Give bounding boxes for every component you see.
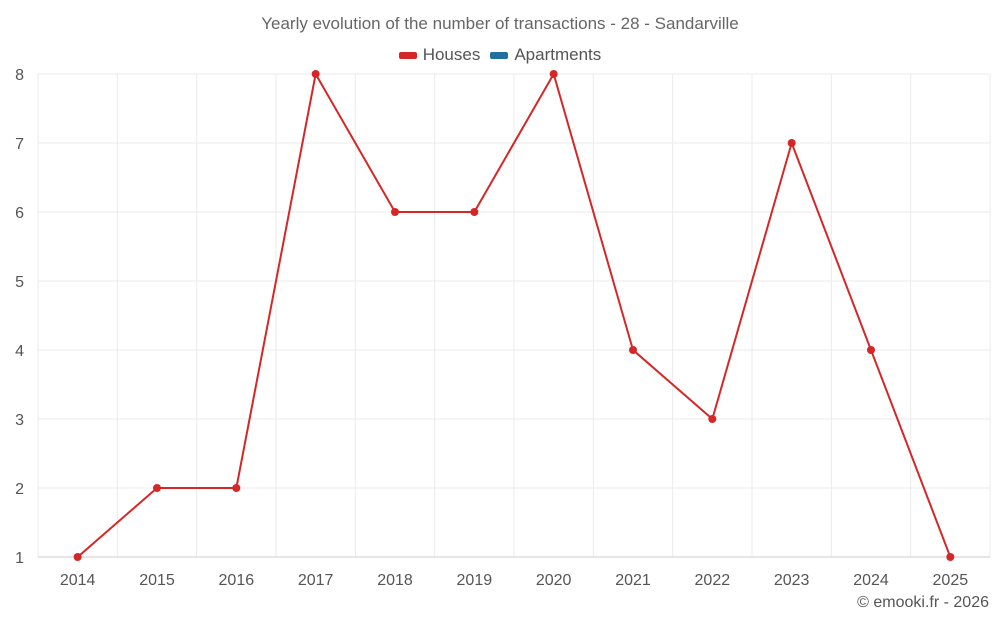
legend-swatch-apartments	[490, 51, 509, 59]
legend: Houses Apartments	[0, 45, 1000, 65]
legend-label-houses: Houses	[422, 45, 481, 64]
series-line-houses	[77, 73, 952, 558]
y-tick-label: 2	[15, 481, 24, 498]
y-tick-label: 1	[15, 550, 24, 567]
data-point-houses	[470, 208, 479, 216]
data-point-houses	[391, 208, 399, 216]
data-point-houses	[708, 415, 717, 423]
x-tick-label: 2016	[219, 572, 255, 589]
y-tick-label: 6	[15, 205, 24, 222]
y-tick-label: 8	[15, 67, 24, 84]
data-point-houses	[311, 70, 320, 78]
data-point-houses	[73, 553, 82, 561]
x-tick-label: 2014	[60, 572, 96, 589]
x-tick-label: 2024	[853, 572, 889, 589]
x-tick-label: 2019	[457, 572, 493, 589]
data-point-houses	[629, 346, 637, 354]
x-tick-label: 2022	[695, 572, 731, 589]
x-tick-label: 2025	[933, 572, 969, 589]
legend-item-houses[interactable]: Houses	[398, 45, 481, 65]
data-point-houses	[867, 346, 875, 354]
data-point-houses	[549, 70, 558, 78]
chart-title: Yearly evolution of the number of transa…	[261, 14, 739, 33]
y-tick-label: 5	[15, 274, 24, 291]
data-point-houses	[153, 484, 161, 492]
legend-item-apartments[interactable]: Apartments	[490, 45, 601, 65]
x-tick-label: 2021	[615, 572, 651, 589]
data-point-houses	[787, 139, 796, 147]
x-tick-label: 2023	[774, 572, 810, 589]
y-tick-label: 3	[15, 412, 24, 429]
x-tick-label: 2020	[536, 572, 572, 589]
x-tick-label: 2015	[139, 572, 175, 589]
credit-text: © emooki.fr - 2026	[857, 594, 989, 611]
data-point-houses	[946, 553, 955, 561]
x-tick-label: 2018	[377, 572, 413, 589]
legend-label-apartments: Apartments	[514, 45, 602, 64]
y-tick-label: 4	[15, 343, 24, 360]
x-tick-label: 2017	[298, 572, 334, 589]
legend-swatch-houses	[398, 51, 417, 59]
y-tick-label: 7	[15, 136, 24, 153]
data-point-houses	[232, 484, 241, 492]
